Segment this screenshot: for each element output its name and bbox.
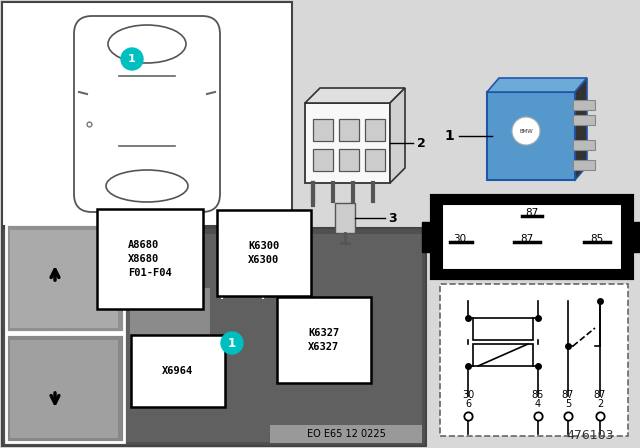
Bar [270,425,422,443]
Text: 1: 1 [444,129,454,143]
Text: 1: 1 [228,336,236,349]
Text: 87: 87 [562,390,574,400]
Text: 30: 30 [453,234,467,244]
Bar [473,318,533,340]
Text: A8680
X8680
F01-F04: A8680 X8680 F01-F04 [128,240,172,278]
Text: 87: 87 [525,208,539,218]
Text: 476103: 476103 [566,429,614,442]
Bar [339,119,359,141]
Text: 5: 5 [565,399,571,409]
Text: 4: 4 [535,399,541,409]
Text: 2: 2 [417,137,426,150]
Bar [573,160,595,170]
Text: 3: 3 [388,211,397,224]
Text: 1: 1 [128,54,136,64]
Bar [2,2,292,226]
Bar [365,149,385,171]
Polygon shape [390,88,405,183]
Text: BMW: BMW [519,129,533,134]
Bar [313,149,333,171]
Bar [6,234,422,442]
Bar [46,234,76,442]
Bar [573,100,595,110]
Bar [630,222,640,252]
Bar [26,234,56,442]
Bar [6,234,36,442]
Bar [432,196,632,278]
Circle shape [221,332,243,354]
Bar [66,234,96,442]
Text: 6: 6 [465,399,471,409]
Bar [2,228,426,446]
Polygon shape [487,78,587,92]
Bar [442,204,622,270]
FancyBboxPatch shape [487,92,575,180]
Bar [305,103,390,183]
Bar [440,284,628,436]
Circle shape [121,48,143,70]
Bar [10,230,118,328]
Text: 85: 85 [590,234,604,244]
Text: K6300
X6300: K6300 X6300 [248,241,279,265]
Polygon shape [575,78,587,180]
Bar [573,140,595,150]
Bar [422,222,434,252]
Bar [335,203,355,233]
Bar [10,340,118,438]
Text: 87: 87 [594,390,606,400]
Bar [86,234,116,442]
Polygon shape [305,88,405,103]
Bar [339,149,359,171]
Bar [573,115,595,125]
Bar [130,288,210,348]
Text: 87: 87 [520,234,534,244]
Bar [313,119,333,141]
Text: EO E65 12 0225: EO E65 12 0225 [307,429,385,439]
Bar [6,334,124,442]
Bar [473,344,533,366]
Bar [6,224,124,332]
Text: 85: 85 [532,390,544,400]
Text: X6964: X6964 [162,366,193,376]
Text: K6327
X6327: K6327 X6327 [308,328,339,352]
Circle shape [512,117,540,145]
Text: 2: 2 [597,399,603,409]
Text: 30: 30 [462,390,474,400]
Bar [365,119,385,141]
